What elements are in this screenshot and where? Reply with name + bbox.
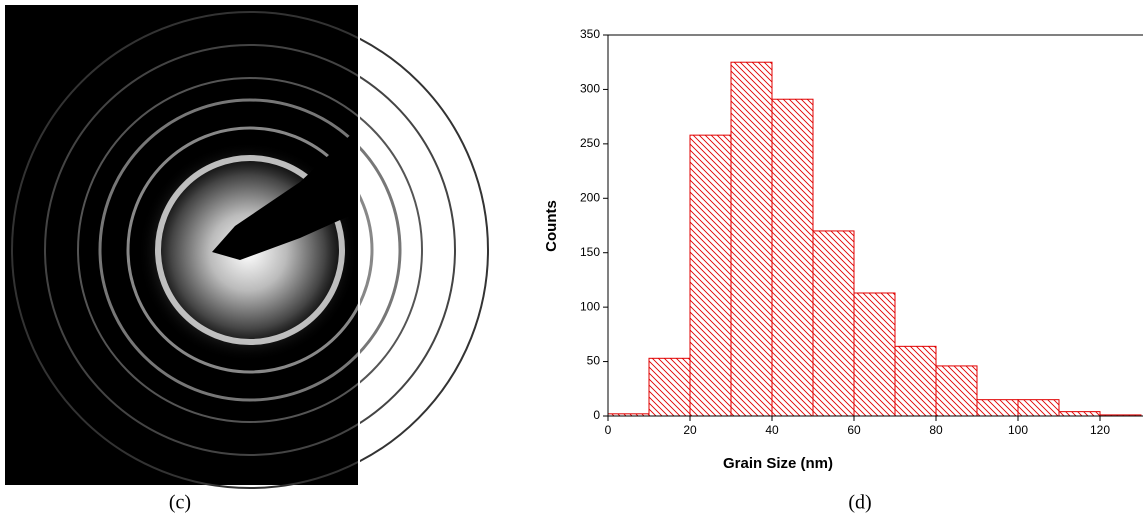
bar <box>1017 399 1060 417</box>
x-tick-label: 40 <box>765 423 779 437</box>
bar <box>894 345 937 417</box>
x-tick-label: 0 <box>605 423 612 437</box>
bar <box>730 61 773 417</box>
x-tick-label: 20 <box>683 423 697 437</box>
y-tick-label: 0 <box>593 408 600 422</box>
bar <box>812 230 855 417</box>
caption: (c) <box>169 492 191 514</box>
y-tick-label: 250 <box>580 136 600 150</box>
y-tick-label: 150 <box>580 245 600 259</box>
y-tick-label: 200 <box>580 190 600 204</box>
y-tick-label: 300 <box>580 82 600 96</box>
y-tick-label: 350 <box>580 27 600 41</box>
bar <box>853 292 896 417</box>
caption: (d) <box>848 492 871 514</box>
bar <box>976 399 1019 417</box>
x-axis-label: Grain Size (nm) <box>723 455 833 472</box>
histogram: 0 50 100 150 200 250 300 350 0 20 40 60 80 100 120 <box>580 27 1143 437</box>
bar <box>1058 411 1101 417</box>
x-tick-label: 80 <box>929 423 943 437</box>
diffraction-image <box>5 5 489 489</box>
bar <box>935 365 978 417</box>
y-tick-label: 50 <box>587 354 601 368</box>
x-tick-label: 120 <box>1090 423 1110 437</box>
y-tick-label: 100 <box>580 299 600 313</box>
x-tick-label: 60 <box>847 423 861 437</box>
y-axis-label: Counts <box>543 200 560 252</box>
x-tick-label: 100 <box>1008 423 1028 437</box>
bar <box>689 134 732 417</box>
bar <box>771 98 814 417</box>
bar <box>648 357 691 417</box>
